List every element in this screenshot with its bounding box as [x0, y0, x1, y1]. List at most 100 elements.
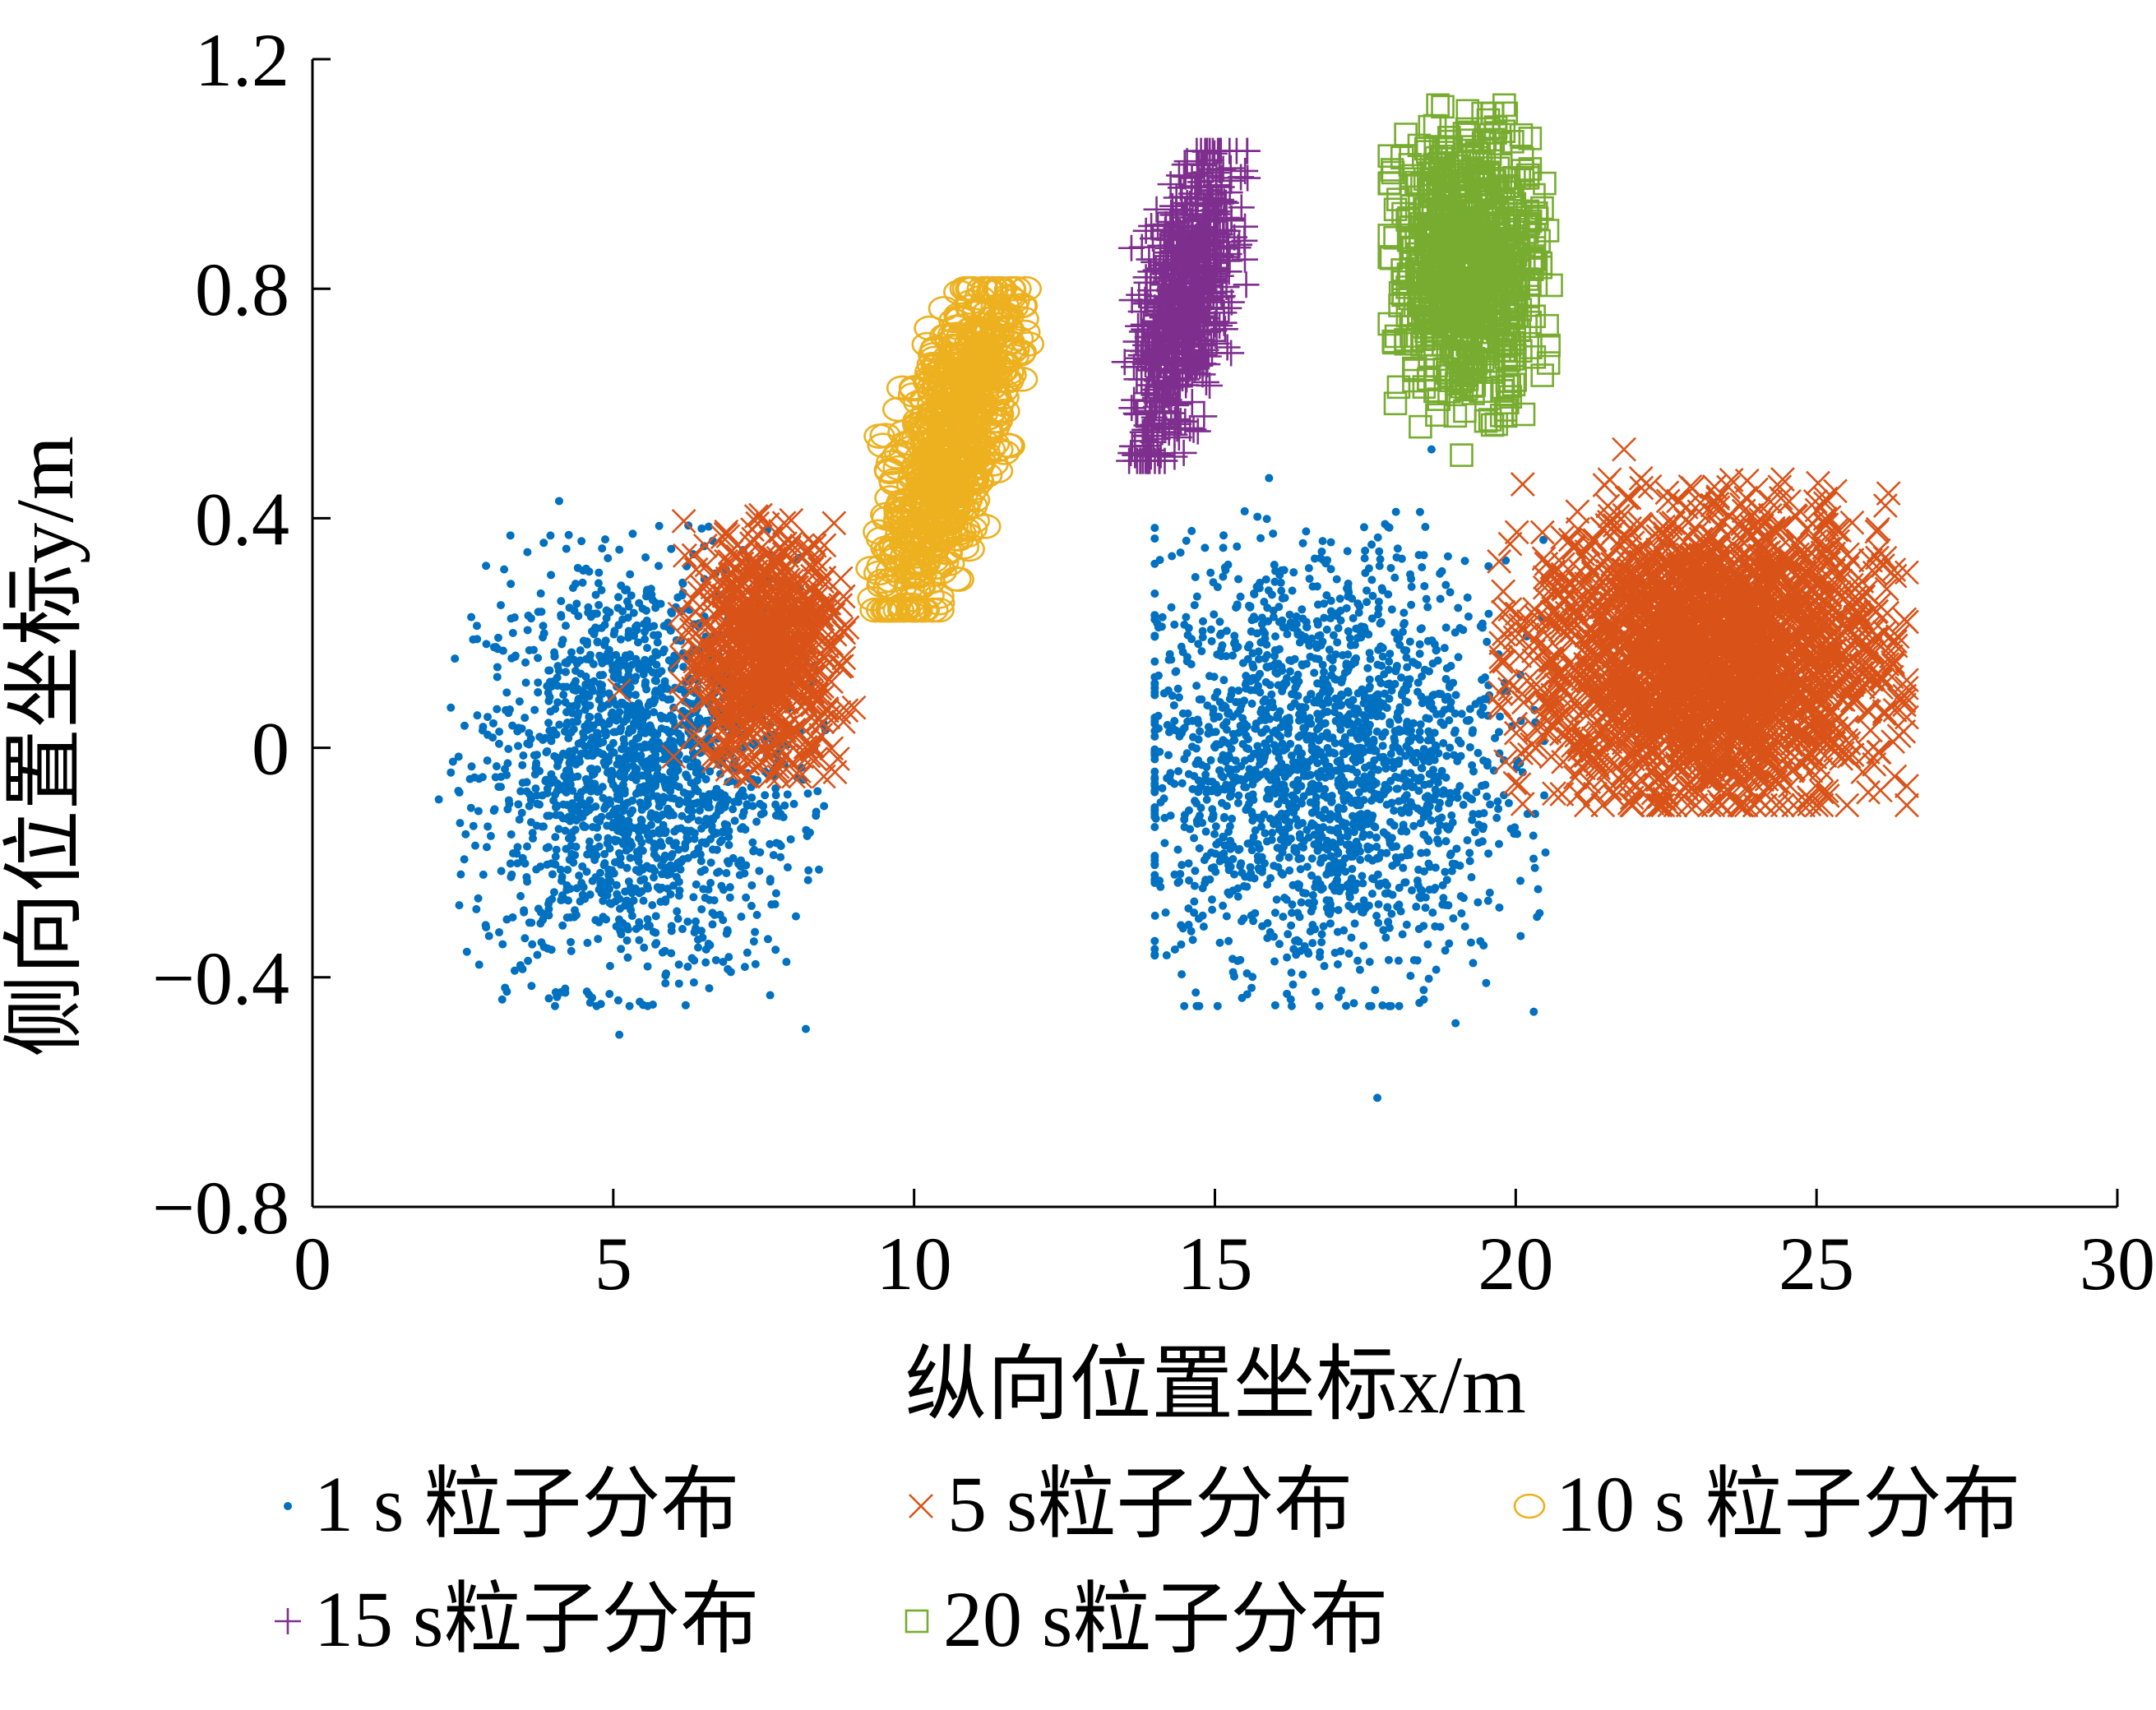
data-point: [563, 866, 572, 875]
data-point: [498, 940, 507, 949]
data-point: [1233, 884, 1242, 893]
data-point: [1217, 651, 1226, 660]
data-point: [711, 955, 720, 964]
data-point: [594, 579, 603, 588]
data-point: [525, 790, 534, 799]
data-point: [1224, 739, 1233, 748]
data-point: [710, 896, 719, 905]
data-point: [1262, 515, 1271, 524]
data-point: [1207, 895, 1216, 904]
data-point: [1451, 1019, 1460, 1028]
data-point: [1322, 733, 1331, 742]
data-point: [1219, 849, 1228, 858]
data-point: [1150, 852, 1159, 861]
data-point: [626, 570, 635, 579]
data-point: [559, 691, 568, 700]
data-point: [673, 907, 682, 916]
data-point: [547, 571, 556, 580]
data-point: [771, 945, 780, 954]
data-point: [632, 742, 641, 751]
data-point: [1297, 799, 1306, 808]
data-point: [600, 721, 609, 730]
data-point: [566, 885, 575, 894]
data-point: [482, 843, 491, 852]
data-point: [651, 912, 660, 921]
data-point: [1238, 659, 1247, 668]
data-point: [1373, 1093, 1382, 1102]
data-point: [1336, 725, 1345, 734]
data-point: [713, 868, 722, 877]
data-point: [1282, 679, 1291, 688]
data-point: [1249, 917, 1258, 926]
data-point: [1275, 853, 1284, 862]
data-point: [1415, 649, 1424, 659]
data-point: [1297, 898, 1306, 907]
data-point: [561, 698, 570, 707]
data-point: [725, 893, 734, 902]
data-point: [1378, 742, 1387, 751]
data-point: [1419, 986, 1428, 995]
data-point: [1330, 864, 1339, 873]
data-point: [1387, 909, 1396, 918]
data-point: [520, 934, 530, 943]
data-point: [1288, 791, 1297, 800]
data-point: [624, 877, 633, 886]
data-point: [1307, 808, 1316, 817]
data-point: [1331, 702, 1340, 711]
data-point: [1421, 522, 1430, 531]
data-point: [1395, 703, 1404, 712]
data-point: [615, 1030, 624, 1039]
data-point: [576, 646, 585, 655]
data-point: [574, 709, 583, 718]
data-point: [766, 991, 775, 1000]
data-point: [1359, 523, 1368, 532]
data-point: [1312, 725, 1321, 734]
data-point: [1386, 777, 1395, 786]
data-point: [1419, 830, 1428, 839]
data-point: [659, 645, 669, 654]
data-point: [1164, 751, 1173, 760]
data-point: [1423, 603, 1432, 612]
data-point: [523, 626, 532, 635]
data-point: [1293, 765, 1302, 774]
data-point: [1349, 780, 1358, 789]
data-point: [1234, 791, 1243, 800]
data-point: [1416, 894, 1425, 903]
data-point: [1333, 960, 1342, 969]
data-point: [585, 650, 595, 659]
data-point: [557, 611, 566, 620]
data-point: [586, 612, 595, 622]
data-point: [1150, 860, 1159, 869]
data-point: [493, 705, 502, 714]
data-point: [603, 890, 612, 899]
data-point: [1248, 673, 1257, 682]
data-point: [635, 922, 644, 931]
data-point: [564, 834, 573, 843]
data-point: [712, 829, 721, 838]
data-point: [1312, 987, 1321, 996]
data-point: [720, 820, 729, 829]
data-point: [565, 655, 574, 664]
data-point: [666, 787, 675, 796]
data-point: [542, 748, 551, 757]
data-point: [1422, 803, 1431, 812]
data-point: [641, 760, 650, 770]
data-point: [1210, 672, 1219, 682]
data-point: [1269, 529, 1278, 538]
data-point: [539, 538, 548, 548]
data-point: [749, 937, 758, 946]
data-point: [553, 698, 562, 707]
data-point: [622, 896, 632, 905]
data-point: [1173, 878, 1182, 887]
data-point: [593, 788, 602, 797]
data-point: [1284, 853, 1293, 862]
data-point: [595, 671, 604, 680]
data-point: [638, 822, 647, 831]
data-point: [1308, 890, 1317, 899]
data-point: [1281, 623, 1290, 632]
data-point: [611, 810, 620, 819]
data-point: [1388, 890, 1397, 899]
data-point: [1378, 585, 1387, 594]
data-point: [494, 739, 503, 748]
data-point: [697, 524, 706, 533]
